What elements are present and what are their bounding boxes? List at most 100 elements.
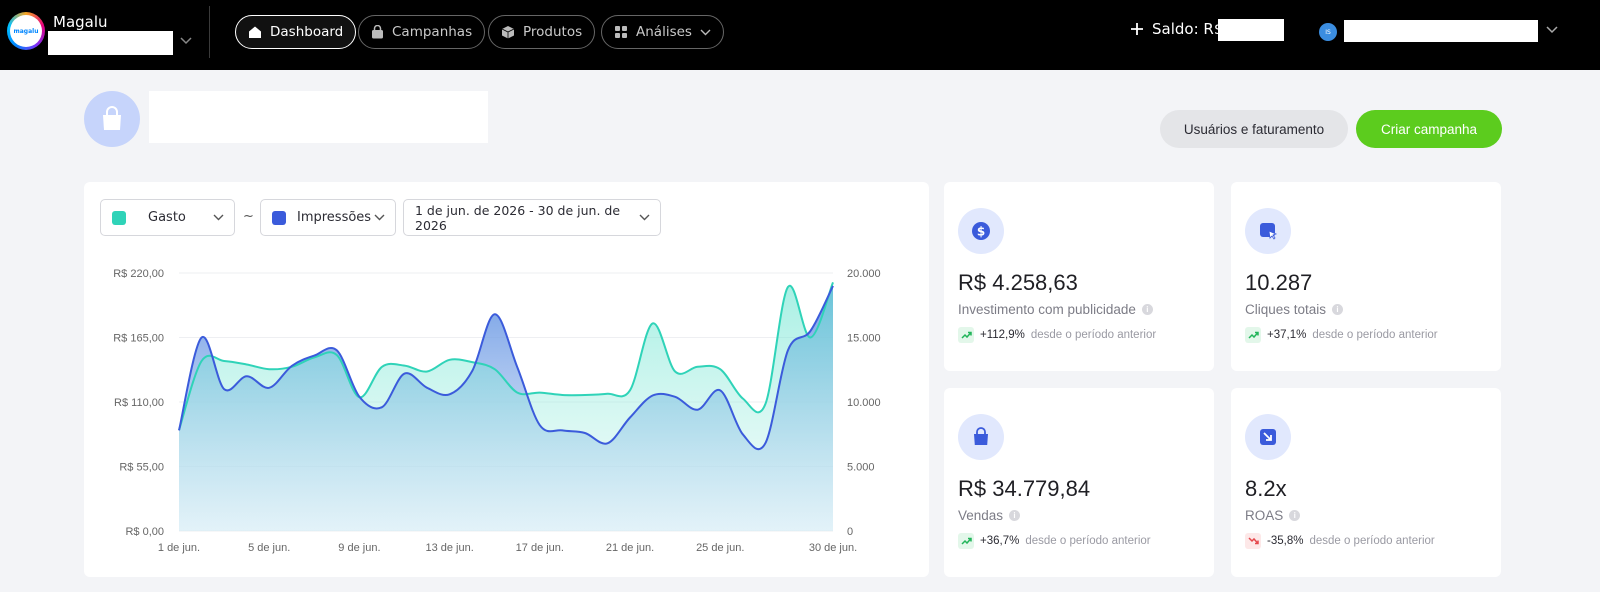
metric-card-roas[interactable]: 8.2x ROAS i -35,8% desde o período anter… xyxy=(1231,388,1501,577)
grid-icon xyxy=(615,26,627,38)
y-right-tick-label: 10.000 xyxy=(847,397,881,409)
date-range-picker[interactable]: 1 de jun. de 2026 - 30 de jun. de 2026 xyxy=(403,199,661,236)
metric-icon-container: $ xyxy=(958,208,1004,254)
metric-left-select[interactable]: Gasto xyxy=(100,199,235,236)
nav-dashboard[interactable]: Dashboard xyxy=(235,15,357,49)
metric-card-vendas[interactable]: R$ 34.779,84 Vendas i +36,7% desde o per… xyxy=(944,388,1214,577)
nav-label: Produtos xyxy=(523,24,583,40)
delta-caption: desde o período anterior xyxy=(1312,329,1438,341)
x-tick-label: 9 de jun. xyxy=(338,542,380,554)
chevron-down-icon[interactable] xyxy=(180,37,192,45)
metric-label-text: ROAS xyxy=(1245,508,1284,523)
users-billing-button[interactable]: Usuários e faturamento xyxy=(1160,110,1348,148)
y-left-tick-label: R$ 0,00 xyxy=(125,526,164,538)
gasto-swatch xyxy=(112,210,126,225)
x-tick-label: 5 de jun. xyxy=(248,542,290,554)
trend-up-icon xyxy=(958,327,974,343)
magalu-logo[interactable]: magalu xyxy=(7,12,45,50)
nav-label: Análises xyxy=(636,24,692,40)
date-range-label: 1 de jun. de 2026 - 30 de jun. de 2026 xyxy=(415,202,621,233)
area-chart[interactable]: R$ 0,00 0 R$ 55,00 5.000 R$ 110,00 10.000 R$ 1… xyxy=(84,182,929,577)
roas-icon xyxy=(1260,429,1276,445)
metric-label-text: Investimento com publicidade xyxy=(958,302,1136,317)
metric-label: Vendas i xyxy=(958,508,1021,523)
info-icon[interactable]: i xyxy=(1009,510,1021,521)
metric-icon-container xyxy=(1245,208,1291,254)
nav-campanhas[interactable]: Campanhas xyxy=(358,15,486,49)
store-name xyxy=(149,91,488,143)
brand-name: Magalu xyxy=(53,13,108,31)
y-right-tick-label: 20.000 xyxy=(847,268,881,280)
delta-value: +112,9% xyxy=(980,329,1025,341)
delta-caption: desde o período anterior xyxy=(1025,535,1151,547)
metric-value: 8.2x xyxy=(1245,476,1287,501)
magalu-logo-text: magalu xyxy=(10,15,42,47)
metric-icon-container xyxy=(958,414,1004,460)
trend-up-icon xyxy=(958,533,974,549)
chevron-down-icon xyxy=(374,214,385,221)
y-right-tick-label: 15.000 xyxy=(847,333,881,345)
x-tick-label: 13 de jun. xyxy=(425,542,473,554)
svg-text:$: $ xyxy=(977,225,985,239)
nav-produtos[interactable]: Produtos xyxy=(488,15,596,49)
metric-delta: +36,7% desde o período anterior xyxy=(958,533,1151,549)
metric-value: 10.287 xyxy=(1245,270,1313,295)
metric-label: ROAS i xyxy=(1245,508,1301,523)
delta-caption: desde o período anterior xyxy=(1030,329,1157,341)
bag-icon xyxy=(372,25,383,39)
delta-caption: desde o período anterior xyxy=(1309,535,1435,547)
balance-value xyxy=(1218,19,1284,41)
trend-down-icon xyxy=(1245,533,1261,549)
box-icon xyxy=(501,26,515,39)
metric-separator: ~ xyxy=(243,209,254,224)
dollar-icon: $ xyxy=(972,222,990,240)
metric-right-label: Impressões xyxy=(297,210,372,225)
trend-up-icon xyxy=(1245,327,1261,343)
x-tick-label: 25 de jun. xyxy=(696,542,744,554)
metric-delta: -35,8% desde o período anterior xyxy=(1245,533,1435,549)
metric-icon-container xyxy=(1245,414,1291,460)
y-left-tick-label: R$ 220,00 xyxy=(113,268,164,280)
gasto-area xyxy=(179,282,833,531)
shopping-bag-icon xyxy=(103,106,121,130)
x-tick-label: 1 de jun. xyxy=(158,542,200,554)
x-tick-label: 21 de jun. xyxy=(606,542,654,554)
nav-analises[interactable]: Análises xyxy=(601,15,724,49)
y-left-tick-label: R$ 165,00 xyxy=(113,333,164,345)
metric-value: R$ 4.258,63 xyxy=(958,270,1078,295)
cursor-icon xyxy=(1260,223,1278,240)
account-selector[interactable] xyxy=(48,31,173,55)
chevron-down-icon[interactable] xyxy=(1546,26,1558,34)
x-tick-label: 17 de jun. xyxy=(516,542,564,554)
chevron-down-icon xyxy=(639,214,650,221)
y-right-tick-label: 5.000 xyxy=(847,462,875,474)
delta-value: +37,1% xyxy=(1267,329,1307,341)
create-campaign-button[interactable]: Criar campanha xyxy=(1356,110,1502,148)
info-icon[interactable]: i xyxy=(1332,304,1344,315)
home-icon xyxy=(249,26,261,38)
y-left-tick-label: R$ 110,00 xyxy=(114,397,164,409)
balance-display[interactable]: Saldo: R$ xyxy=(1130,20,1223,38)
store-avatar xyxy=(84,91,140,147)
plus-icon xyxy=(1131,23,1143,35)
metric-right-select[interactable]: Impressões xyxy=(260,199,396,236)
metric-label: Cliques totais i xyxy=(1245,302,1344,317)
nav-label: Dashboard xyxy=(270,24,344,40)
user-name[interactable] xyxy=(1344,20,1538,42)
user-avatar[interactable]: IS xyxy=(1319,23,1337,41)
metric-label-text: Cliques totais xyxy=(1245,302,1327,317)
metric-left-label: Gasto xyxy=(148,210,186,225)
topbar-divider xyxy=(209,6,210,58)
y-left-tick-label: R$ 55,00 xyxy=(119,462,164,474)
metric-card-cliques[interactable]: 10.287 Cliques totais i +37,1% desde o p… xyxy=(1231,182,1501,371)
performance-chart-card: Gasto ~ Impressões 1 de jun. de 2026 - 3… xyxy=(84,182,929,577)
top-navigation-bar: magalu Magalu Dashboard Campanhas Produt… xyxy=(0,0,1600,70)
chevron-down-icon xyxy=(213,214,224,221)
info-icon[interactable]: i xyxy=(1141,304,1153,315)
impressoes-swatch xyxy=(272,210,286,225)
impressoes-line xyxy=(178,285,834,451)
metric-label: Investimento com publicidade i xyxy=(958,302,1153,317)
metric-card-investimento[interactable]: $ R$ 4.258,63 Investimento com publicida… xyxy=(944,182,1214,371)
metric-delta: +112,9% desde o período anterior xyxy=(958,327,1156,343)
info-icon[interactable]: i xyxy=(1289,510,1301,521)
